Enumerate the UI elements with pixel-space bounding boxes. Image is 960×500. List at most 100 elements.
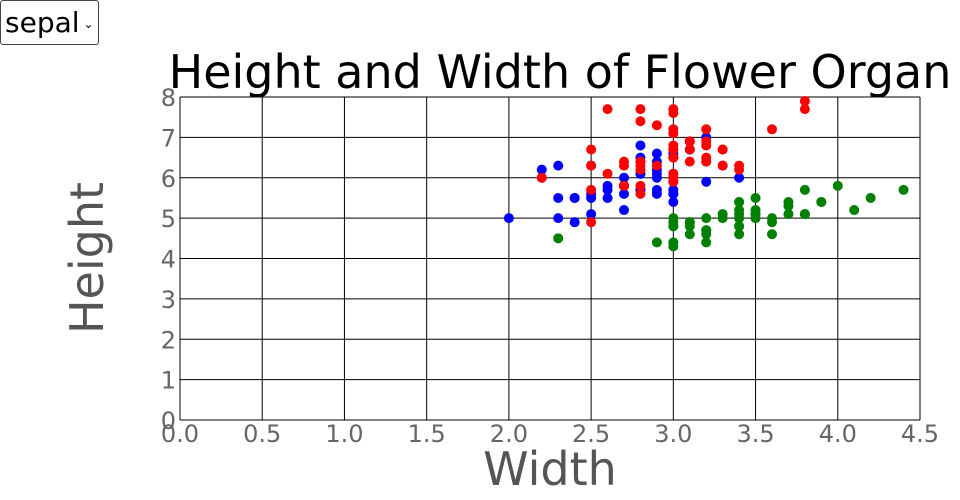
data-point	[717, 144, 728, 155]
y-tick-label: 4	[161, 246, 176, 274]
data-point	[799, 96, 810, 107]
data-point	[750, 192, 761, 203]
data-point	[816, 196, 827, 207]
data-point	[668, 196, 679, 207]
data-point	[701, 213, 712, 224]
data-point	[602, 180, 613, 191]
data-point	[701, 176, 712, 187]
data-point	[602, 168, 613, 179]
data-point	[832, 180, 843, 191]
x-tick-label: 2.0	[490, 420, 528, 448]
data-point	[668, 237, 679, 248]
chart-title: Height and Width of Flower Organ	[169, 45, 952, 99]
data-point	[651, 172, 662, 183]
data-point	[586, 160, 597, 171]
data-point	[734, 229, 745, 240]
data-point	[586, 184, 597, 195]
data-point	[898, 184, 909, 195]
x-axis-title: Width	[483, 442, 617, 496]
data-point	[503, 213, 514, 224]
data-point	[635, 104, 646, 115]
data-point	[734, 209, 745, 220]
y-axis-title: Height	[60, 182, 114, 334]
data-point	[734, 172, 745, 183]
data-point	[734, 196, 745, 207]
data-point	[635, 180, 646, 191]
x-tick-label: 3.5	[736, 420, 774, 448]
data-point	[783, 201, 794, 212]
data-point	[586, 209, 597, 220]
data-point	[701, 237, 712, 248]
data-point	[684, 144, 695, 155]
data-point	[651, 148, 662, 159]
data-point	[651, 120, 662, 131]
x-tick-label: 4.5	[901, 420, 939, 448]
x-tick-label: 0.5	[243, 420, 281, 448]
data-point	[619, 188, 629, 199]
data-point	[586, 144, 597, 155]
data-point	[569, 192, 580, 203]
data-point	[767, 217, 777, 228]
data-point	[668, 221, 679, 232]
data-point	[799, 184, 810, 195]
data-point	[651, 237, 662, 248]
data-point	[684, 229, 695, 240]
data-point	[717, 213, 728, 224]
data-point	[668, 124, 679, 135]
data-point	[635, 160, 646, 171]
data-point	[619, 172, 629, 183]
y-tick-label: 6	[161, 165, 176, 193]
y-tick-labels: 0 1 2 3 4 5 6 7 8	[161, 84, 176, 435]
x-tick-labels: 0.0 0.5 1.0 1.5 2.0 2.5 3.0 3.5 4.0 4.5	[161, 420, 939, 448]
data-point	[668, 144, 679, 155]
data-point	[635, 140, 646, 151]
x-tick-label: 1.5	[408, 420, 446, 448]
data-point	[865, 192, 876, 203]
organ-select-dropdown[interactable]: sepal ⌄	[0, 0, 99, 45]
data-point	[619, 205, 629, 216]
data-point	[553, 160, 564, 171]
data-point	[668, 184, 679, 195]
data-point	[684, 136, 695, 147]
data-point	[553, 233, 564, 244]
data-point	[635, 188, 646, 199]
data-point	[602, 192, 613, 203]
data-point	[767, 229, 777, 240]
data-point	[553, 192, 564, 203]
data-point	[849, 205, 860, 216]
data-point	[783, 209, 794, 220]
data-point	[651, 184, 662, 195]
y-tick-label: 0	[161, 407, 176, 435]
data-point	[799, 209, 810, 220]
x-tick-label: 2.5	[572, 420, 610, 448]
data-point	[734, 164, 745, 175]
data-point	[668, 213, 679, 224]
data-point	[717, 160, 728, 171]
data-point	[553, 213, 564, 224]
data-point	[619, 160, 629, 171]
y-tick-label: 3	[161, 286, 176, 314]
data-point	[668, 104, 679, 115]
data-point	[569, 217, 580, 228]
y-tick-label: 5	[161, 205, 176, 233]
data-point	[586, 192, 597, 203]
data-points	[503, 96, 909, 252]
data-point	[586, 217, 597, 228]
data-point	[750, 205, 761, 216]
data-point	[767, 124, 777, 135]
grid-lines	[179, 96, 921, 421]
x-tick-label: 0.0	[161, 420, 199, 448]
chevron-down-icon: ⌄	[83, 16, 94, 31]
y-tick-label: 8	[161, 84, 176, 112]
data-point	[684, 217, 695, 228]
data-point	[651, 160, 662, 171]
x-tick-label: 1.0	[325, 420, 363, 448]
data-point	[668, 152, 679, 163]
data-point	[799, 104, 810, 115]
y-tick-label: 2	[161, 326, 176, 354]
data-point	[536, 164, 547, 175]
data-point	[619, 180, 629, 191]
data-point	[635, 116, 646, 127]
data-point	[701, 124, 712, 135]
